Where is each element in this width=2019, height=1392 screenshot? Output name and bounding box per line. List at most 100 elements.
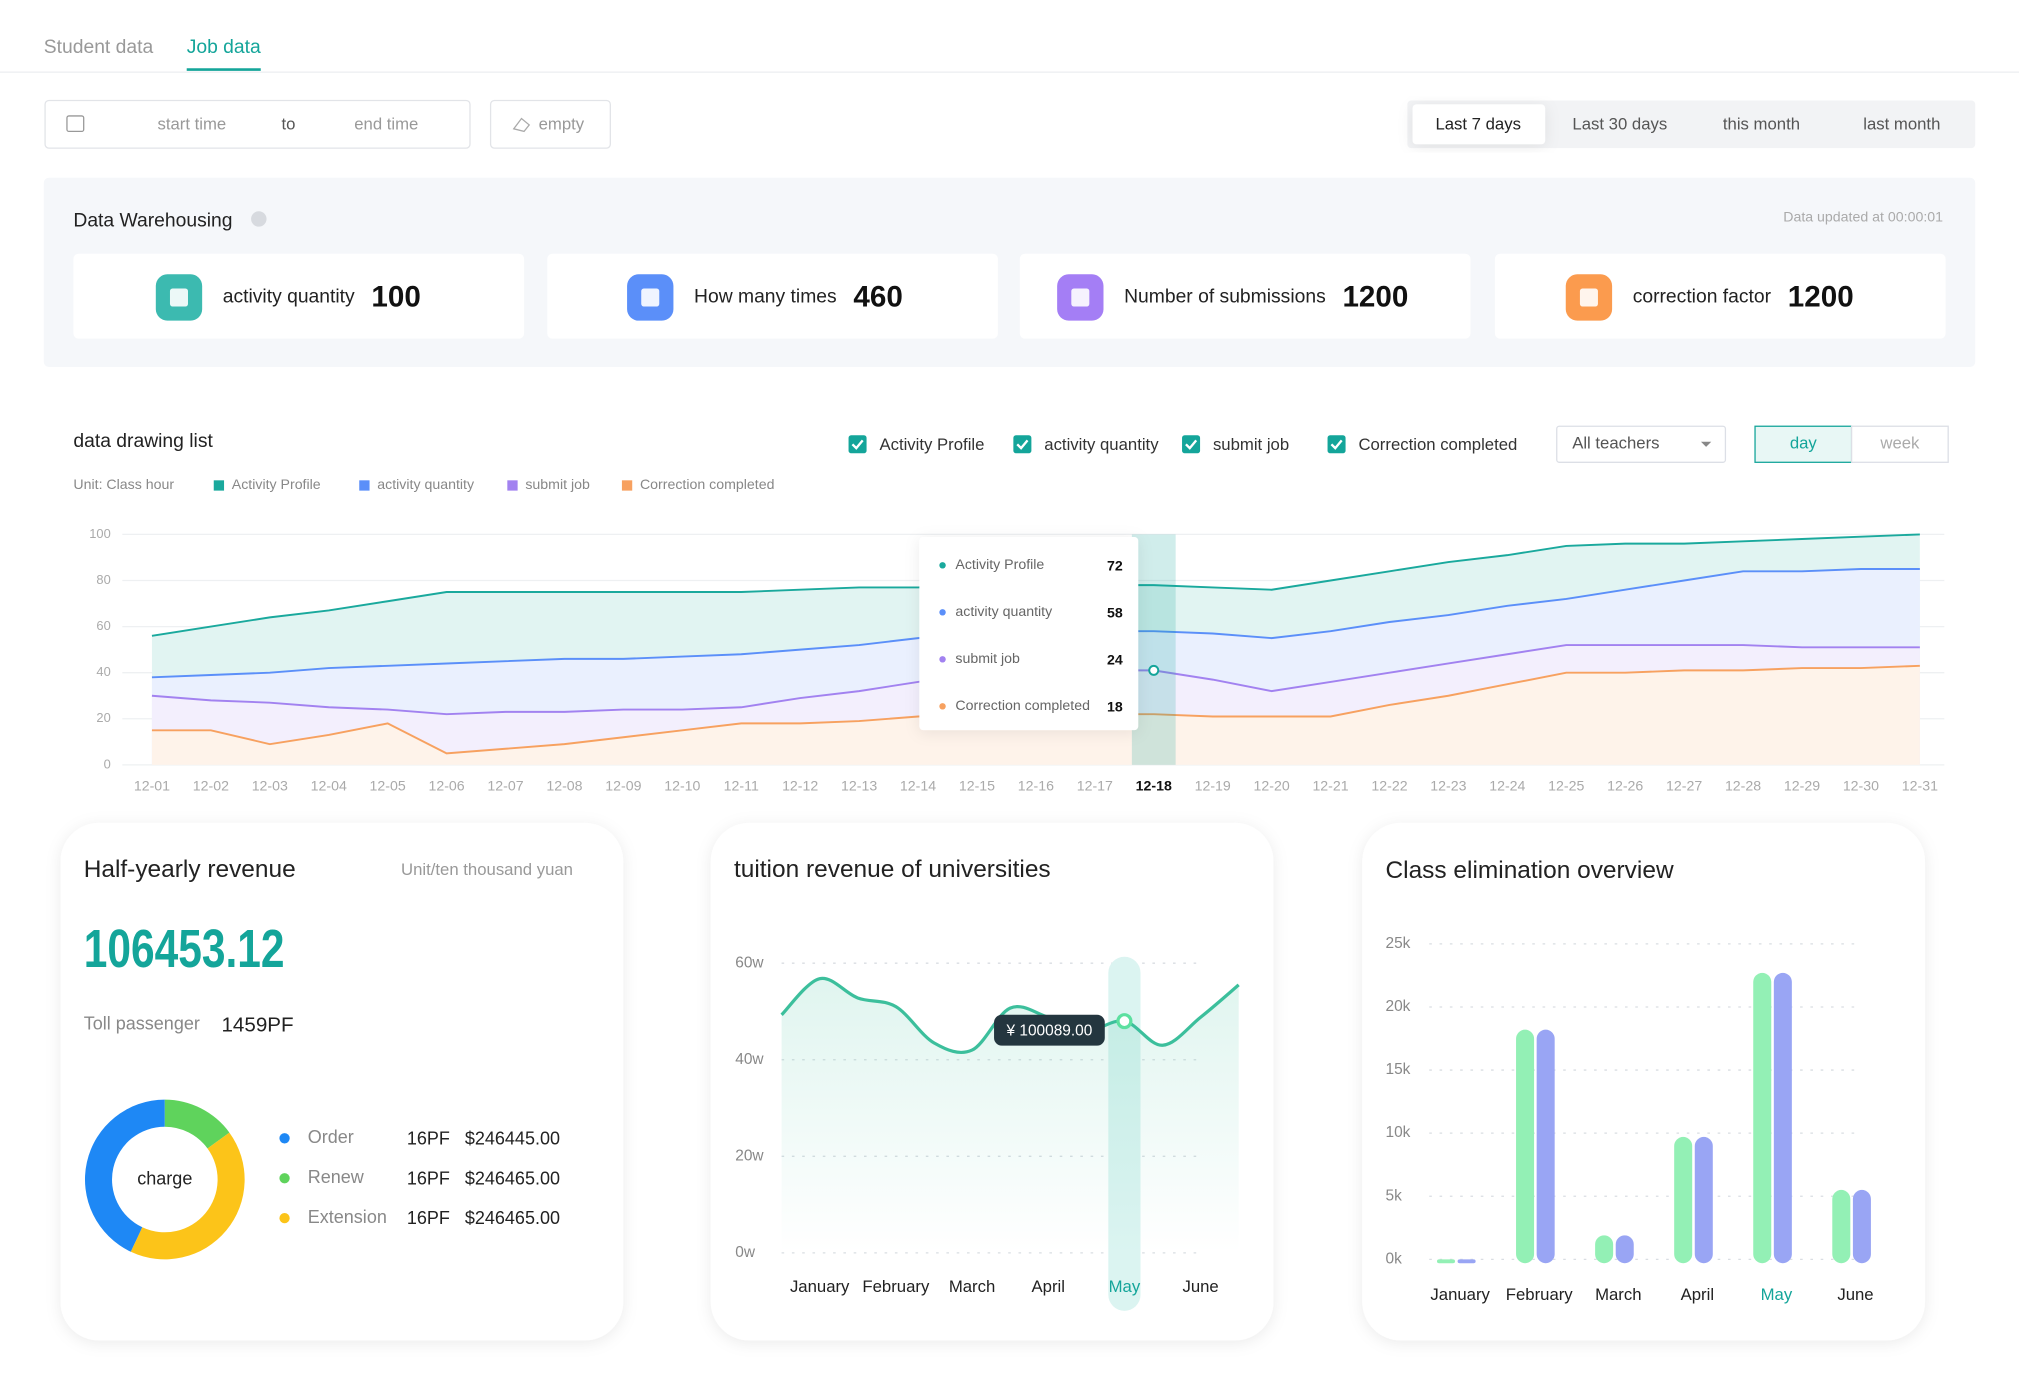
- teacher-select[interactable]: [1556, 425, 1727, 463]
- tooltip: [994, 1014, 1105, 1046]
- range-option[interactable]: Last 30 days: [1572, 114, 1667, 133]
- y-tick-label: 20w: [735, 1147, 764, 1164]
- to-label: to: [281, 114, 295, 133]
- x-tick-label: 12-16: [1018, 779, 1054, 795]
- legend-dot: [279, 1173, 290, 1184]
- checkbox[interactable]: [848, 435, 867, 454]
- x-tick-label: 12-09: [605, 779, 641, 795]
- range-option[interactable]: this month: [1723, 114, 1800, 133]
- tooltip-name: Correction completed: [955, 698, 1090, 714]
- legend-count: 16PF: [407, 1208, 450, 1228]
- legend-label: Renew: [308, 1167, 365, 1187]
- stat-value: 1200: [1342, 281, 1408, 314]
- checkbox[interactable]: [1013, 435, 1032, 454]
- x-tick-label: 12-29: [1784, 779, 1820, 795]
- warehouse-panel: [43, 177, 1976, 368]
- bar: [1852, 1189, 1871, 1264]
- bar: [1536, 1029, 1555, 1264]
- bar: [1595, 1235, 1614, 1264]
- legend-swatch: [621, 480, 633, 491]
- tooltip-value: 58: [1107, 605, 1123, 621]
- stat-icon-glyph: [1579, 288, 1598, 307]
- legend-amount: $246445.00: [465, 1128, 560, 1148]
- bar: [1516, 1029, 1535, 1264]
- x-tick-label: January: [1430, 1285, 1490, 1304]
- x-tick-label: March: [1595, 1285, 1641, 1304]
- x-tick-label: 12-08: [546, 779, 582, 795]
- checkbox-label: Correction completed: [1358, 435, 1517, 454]
- bar: [1457, 1259, 1476, 1264]
- x-tick-label: 12-06: [428, 779, 464, 795]
- start-time: start time: [157, 114, 226, 133]
- bar: [1773, 972, 1792, 1264]
- checkbox-label: activity quantity: [1044, 435, 1159, 454]
- pie-slice: [130, 1132, 245, 1260]
- legend-amount: $246465.00: [465, 1168, 560, 1188]
- x-tick-label: April: [1032, 1277, 1065, 1296]
- x-tick-label: 12-26: [1607, 779, 1643, 795]
- tab[interactable]: Student data: [44, 37, 154, 58]
- period-option[interactable]: [1850, 425, 1949, 463]
- x-tick-label: 12-21: [1312, 779, 1348, 795]
- y-tick-label: 100: [89, 526, 110, 541]
- card-title: tuition revenue of universities: [734, 856, 1051, 883]
- checkbox[interactable]: [1327, 435, 1346, 454]
- legend-swatch: [359, 480, 370, 491]
- x-tick-label: May: [1761, 1285, 1793, 1304]
- stat-label: activity quantity: [223, 287, 355, 308]
- x-tick-label: 12-27: [1666, 779, 1702, 795]
- period-option[interactable]: [1754, 425, 1853, 463]
- card-title: Half-yearly revenue: [84, 856, 296, 883]
- pie-center-label: charge: [137, 1168, 192, 1188]
- checkbox-label: Activity Profile: [879, 435, 984, 454]
- legend-swatch: [507, 480, 518, 491]
- range-selector: [1407, 100, 1976, 149]
- info-icon: [251, 211, 267, 227]
- legend-label: activity quantity: [377, 477, 475, 493]
- pie-slice: [164, 1099, 230, 1149]
- tooltip-dot: [939, 656, 946, 663]
- update-time: Data updated at 00:00:01: [1783, 209, 1943, 225]
- y-tick-label: 80: [96, 572, 110, 587]
- legend-label: Activity Profile: [232, 477, 321, 493]
- x-tick-label: January: [790, 1277, 850, 1296]
- y-tick-label: 0k: [1385, 1250, 1402, 1267]
- highlight-point: [1148, 664, 1160, 676]
- tooltip-value: ¥ 100089.00: [1005, 1023, 1092, 1040]
- warehouse-title: Data Warehousing: [73, 211, 232, 232]
- x-tick-label: 12-24: [1489, 779, 1525, 795]
- range-option[interactable]: Last 7 days: [1435, 114, 1521, 133]
- chart-unit: Unit: Class hour: [73, 477, 174, 493]
- bar: [1753, 972, 1772, 1264]
- chart-title: data drawing list: [73, 431, 213, 452]
- date-range-input[interactable]: [44, 99, 471, 149]
- legend-count: 16PF: [407, 1128, 450, 1148]
- tab[interactable]: Job data: [187, 37, 261, 58]
- series-line: [780, 976, 1240, 1055]
- y-tick-label: 10k: [1385, 1124, 1410, 1141]
- x-tick-label: May: [1109, 1277, 1141, 1296]
- x-tick-label: 12-04: [311, 779, 347, 795]
- y-tick-label: 40w: [735, 1051, 764, 1068]
- stat-icon-glyph: [641, 288, 660, 307]
- bar: [1436, 1259, 1456, 1264]
- bar: [1694, 1136, 1713, 1264]
- revenue-total: 106453.12: [84, 919, 285, 979]
- tooltip-dot: [939, 609, 946, 616]
- clear-button[interactable]: [489, 99, 611, 149]
- stat-value: 1200: [1788, 281, 1854, 314]
- legend-dot: [279, 1212, 290, 1224]
- x-tick-label: June: [1837, 1285, 1873, 1304]
- y-tick-label: 40: [96, 664, 110, 679]
- calendar-icon: [66, 115, 85, 133]
- range-option[interactable]: last month: [1863, 114, 1940, 133]
- y-tick-label: 60: [96, 618, 110, 633]
- checkbox[interactable]: [1182, 435, 1201, 454]
- clear-label: empty: [539, 114, 585, 133]
- revenue-card: [60, 822, 624, 1341]
- checkmark: [1185, 439, 1198, 450]
- x-tick-label: 12-14: [900, 779, 936, 795]
- stat-value: 460: [853, 281, 902, 314]
